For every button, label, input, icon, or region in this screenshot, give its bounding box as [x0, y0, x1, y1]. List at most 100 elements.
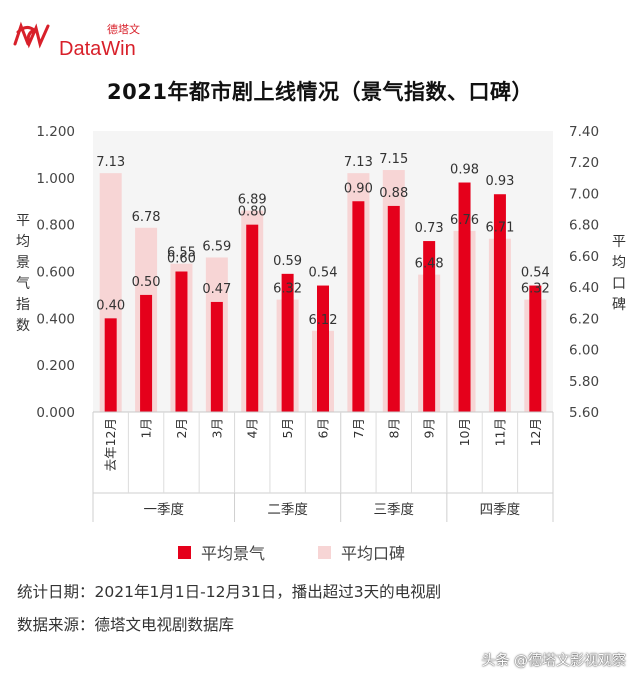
- data-label-koubei: 7.15: [379, 152, 408, 167]
- x-tick-label: 12月: [528, 418, 543, 446]
- y-tick-label-left: 0.200: [36, 358, 75, 374]
- x-tick-label: 去年12月: [103, 418, 118, 471]
- x-tick-label: 7月: [351, 418, 366, 438]
- axis-title-char: 口: [612, 276, 626, 292]
- axis-title-char: 均: [612, 255, 626, 271]
- y-tick-label-right: 6.80: [569, 218, 599, 234]
- bar-jingqi: [175, 271, 188, 412]
- axis-title-char: 平: [16, 213, 30, 229]
- x-tick-label: 8月: [386, 418, 401, 438]
- data-label-jingqi: 0.90: [344, 181, 373, 196]
- logo-mark-icon: [13, 21, 50, 49]
- data-label-koubei: 6.55: [167, 246, 196, 261]
- bar-jingqi: [493, 194, 506, 412]
- data-label-jingqi: 0.40: [96, 298, 125, 313]
- x-tick-label: 9月: [422, 418, 437, 438]
- group-label: 四季度: [480, 502, 521, 518]
- y-tick-label-left: 0.000: [36, 405, 75, 421]
- x-tick-label: 1月: [139, 418, 154, 438]
- x-tick-label: 3月: [209, 418, 224, 438]
- y-tick-label-left: 0.800: [36, 218, 75, 234]
- bar-jingqi: [458, 182, 471, 412]
- axis-title-char: 景: [16, 255, 30, 271]
- y-tick-label-left: 0.600: [36, 265, 75, 281]
- y-axis-left-title: 平均景气指数: [14, 211, 32, 337]
- data-label-jingqi: 0.54: [309, 266, 338, 281]
- bar-jingqi: [281, 273, 294, 412]
- axis-title-char: 均: [16, 234, 30, 250]
- x-tick-label: 11月: [492, 418, 507, 446]
- legend-label-koubei: 平均口碑: [341, 544, 406, 563]
- data-label-koubei: 6.12: [309, 313, 338, 328]
- logo-brand-cn: 德塔文: [107, 22, 140, 36]
- data-label-koubei: 7.13: [344, 155, 373, 170]
- data-label-jingqi: 0.98: [450, 163, 479, 178]
- x-tick-label: 4月: [245, 418, 260, 438]
- y-tick-label-left: 1.200: [36, 124, 75, 140]
- x-tick-label: 6月: [316, 418, 331, 438]
- data-label-koubei: 6.59: [202, 239, 231, 254]
- axis-title-char: 平: [612, 234, 626, 250]
- data-label-koubei: 6.48: [415, 257, 444, 272]
- y-tick-label-left: 0.400: [36, 311, 75, 327]
- y-tick-label-right: 6.00: [569, 343, 599, 359]
- data-label-koubei: 6.32: [273, 282, 302, 297]
- y-tick-label-right: 5.80: [569, 374, 599, 390]
- bar-jingqi: [317, 285, 329, 412]
- data-label-jingqi: 0.60: [167, 252, 196, 267]
- note-stat-date: 统计日期：2021年1月1日-12月31日，播出超过3天的电视剧: [17, 583, 442, 601]
- bar-jingqi: [352, 201, 365, 412]
- bar-jingqi: [423, 241, 436, 412]
- axis-title-char: 数: [16, 318, 30, 334]
- y-tick-label-right: 7.20: [569, 155, 599, 171]
- bar-jingqi: [387, 205, 400, 412]
- data-label-koubei: 6.78: [132, 210, 161, 225]
- y-tick-label-right: 6.20: [569, 311, 599, 327]
- group-label: 二季度: [267, 502, 308, 518]
- legend-swatch-jingqi: [178, 545, 191, 559]
- axis-title-char: 指: [16, 297, 30, 313]
- data-label-koubei: 7.13: [96, 155, 125, 170]
- data-label-jingqi: 0.73: [415, 221, 444, 236]
- note-data-source: 数据来源：德塔文电视剧数据库: [17, 616, 235, 634]
- legend-swatch-koubei: [318, 545, 331, 559]
- data-label-jingqi: 0.80: [238, 205, 267, 220]
- data-label-jingqi: 0.93: [485, 174, 514, 189]
- data-label-jingqi: 0.59: [273, 254, 302, 269]
- data-label-koubei: 6.71: [485, 221, 514, 236]
- legend-label-jingqi: 平均景气: [201, 544, 266, 563]
- bar-jingqi: [140, 294, 153, 412]
- x-tick-label: 10月: [457, 418, 472, 446]
- logo-brand-en: DataWin: [59, 38, 136, 60]
- data-label-jingqi: 0.47: [202, 282, 231, 297]
- group-label: 一季度: [144, 502, 185, 518]
- y-tick-label-right: 5.60: [569, 405, 599, 421]
- axis-title-char: 碑: [612, 297, 626, 313]
- y-tick-label-right: 6.60: [569, 249, 599, 265]
- group-label: 三季度: [374, 502, 415, 518]
- y-tick-label-left: 1.000: [36, 171, 75, 187]
- x-tick-label: 5月: [280, 418, 295, 438]
- bar-jingqi: [210, 301, 223, 412]
- axis-title-char: 气: [16, 276, 30, 292]
- bar-jingqi: [104, 318, 117, 412]
- datawin-logo: 德塔文 DataWin: [13, 21, 140, 60]
- data-label-koubei: 6.76: [450, 213, 479, 228]
- bar-jingqi: [529, 285, 542, 412]
- data-label-jingqi: 0.54: [521, 266, 550, 281]
- chart-title: 2021年都市剧上线情况（景气指数、口碑）: [107, 80, 533, 104]
- legend-item-jingqi: 平均景气: [178, 540, 265, 564]
- y-tick-label-right: 7.00: [569, 186, 599, 202]
- data-label-jingqi: 0.50: [132, 275, 161, 290]
- y-tick-label-right: 7.40: [569, 124, 599, 140]
- watermark: 头条 @德塔文影视观察: [481, 653, 626, 669]
- data-label-koubei: 6.89: [238, 193, 267, 208]
- x-tick-label: 2月: [174, 418, 189, 438]
- data-label-koubei: 6.32: [521, 282, 550, 297]
- y-tick-label-right: 6.40: [569, 280, 599, 296]
- bar-jingqi: [246, 224, 259, 412]
- legend-item-koubei: 平均口碑: [318, 540, 405, 564]
- y-axis-right-title: 平均口碑: [610, 232, 628, 316]
- data-label-jingqi: 0.88: [379, 186, 408, 201]
